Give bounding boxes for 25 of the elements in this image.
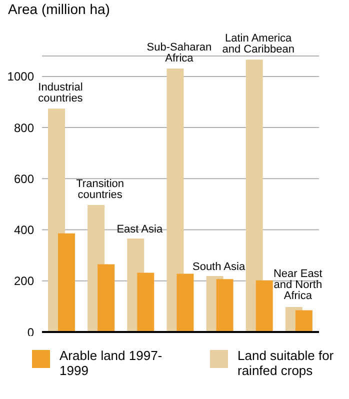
x-tick-label: Transition countries [76,178,124,201]
bar [137,272,154,332]
x-tick-label: Industrial countries [38,82,84,105]
y-tick-label: 400 [14,223,34,238]
bar [246,60,263,332]
y-tick-label: 0 [27,325,34,340]
legend-label: Arable land 1997-1999 [60,348,164,378]
bar [256,280,273,332]
x-tick-label: East Asia [116,223,164,236]
x-tick-label: South Asia [192,261,246,274]
y-tick-label: 1000 [7,70,34,84]
bar [216,279,234,332]
bar [58,233,75,332]
y-tick-label: 200 [14,274,34,288]
x-tick-label: Sub-Saharan Africa [146,42,212,65]
bar [98,264,115,332]
y-axis-title: Area (million ha) [8,1,111,17]
bar [176,274,194,332]
y-tick-label: 600 [14,172,34,186]
x-tick-label: Near East and North Africa [273,268,322,302]
bar [166,68,184,332]
legend-label: Land suitable for rainfed crops [238,348,335,378]
bar [295,310,312,332]
y-tick-label: 800 [14,120,34,135]
x-tick-label: Latin America and Caribbean [222,32,294,56]
